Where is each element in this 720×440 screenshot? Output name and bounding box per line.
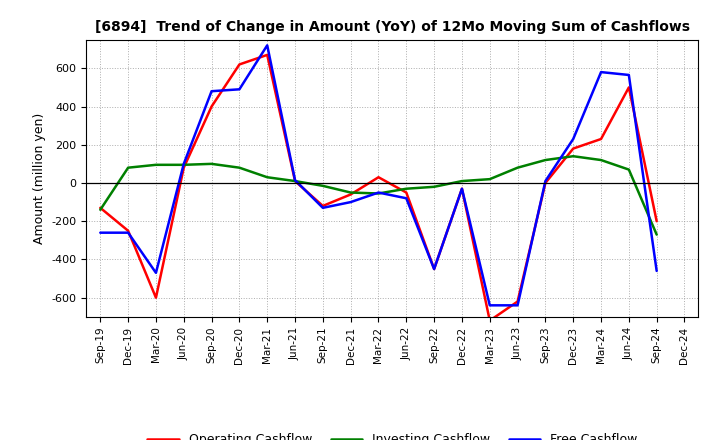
Operating Cashflow (485, 318, 494, 323)
Free Cashflow (430, 266, 438, 271)
Free Cashflow (96, 230, 104, 235)
Investing Cashflow (235, 165, 243, 170)
Free Cashflow (207, 88, 216, 94)
Operating Cashflow (96, 205, 104, 210)
Investing Cashflow (124, 165, 132, 170)
Free Cashflow (458, 186, 467, 191)
Free Cashflow (263, 43, 271, 48)
Free Cashflow (235, 87, 243, 92)
Operating Cashflow (374, 175, 383, 180)
Investing Cashflow (652, 232, 661, 237)
Free Cashflow (513, 303, 522, 308)
Y-axis label: Amount (million yen): Amount (million yen) (33, 113, 46, 244)
Operating Cashflow (318, 203, 327, 209)
Investing Cashflow (458, 179, 467, 184)
Operating Cashflow (207, 104, 216, 109)
Line: Free Cashflow: Free Cashflow (100, 45, 657, 305)
Operating Cashflow (346, 192, 355, 197)
Operating Cashflow (652, 219, 661, 224)
Investing Cashflow (263, 175, 271, 180)
Free Cashflow (597, 70, 606, 75)
Investing Cashflow (597, 158, 606, 163)
Investing Cashflow (374, 191, 383, 196)
Operating Cashflow (263, 52, 271, 58)
Operating Cashflow (152, 295, 161, 301)
Free Cashflow (124, 230, 132, 235)
Free Cashflow (152, 270, 161, 275)
Investing Cashflow (96, 207, 104, 213)
Operating Cashflow (541, 180, 550, 186)
Free Cashflow (402, 196, 410, 201)
Operating Cashflow (597, 136, 606, 142)
Investing Cashflow (430, 184, 438, 190)
Operating Cashflow (513, 299, 522, 304)
Investing Cashflow (541, 158, 550, 163)
Free Cashflow (374, 190, 383, 195)
Free Cashflow (346, 199, 355, 205)
Free Cashflow (318, 205, 327, 210)
Line: Investing Cashflow: Investing Cashflow (100, 156, 657, 235)
Investing Cashflow (485, 176, 494, 182)
Investing Cashflow (569, 154, 577, 159)
Operating Cashflow (179, 165, 188, 170)
Operating Cashflow (291, 179, 300, 184)
Free Cashflow (485, 303, 494, 308)
Operating Cashflow (235, 62, 243, 67)
Operating Cashflow (458, 186, 467, 191)
Free Cashflow (541, 179, 550, 184)
Investing Cashflow (402, 186, 410, 191)
Operating Cashflow (624, 85, 633, 90)
Free Cashflow (179, 161, 188, 166)
Investing Cashflow (152, 162, 161, 168)
Investing Cashflow (346, 190, 355, 195)
Investing Cashflow (207, 161, 216, 166)
Free Cashflow (291, 177, 300, 183)
Investing Cashflow (318, 183, 327, 188)
Operating Cashflow (402, 190, 410, 195)
Operating Cashflow (430, 266, 438, 271)
Investing Cashflow (513, 165, 522, 170)
Free Cashflow (624, 72, 633, 77)
Investing Cashflow (291, 179, 300, 184)
Investing Cashflow (179, 162, 188, 168)
Free Cashflow (569, 136, 577, 142)
Operating Cashflow (124, 228, 132, 233)
Investing Cashflow (624, 167, 633, 172)
Legend: Operating Cashflow, Investing Cashflow, Free Cashflow: Operating Cashflow, Investing Cashflow, … (143, 429, 642, 440)
Title: [6894]  Trend of Change in Amount (YoY) of 12Mo Moving Sum of Cashflows: [6894] Trend of Change in Amount (YoY) o… (95, 20, 690, 34)
Line: Operating Cashflow: Operating Cashflow (100, 55, 657, 321)
Free Cashflow (652, 268, 661, 274)
Operating Cashflow (569, 146, 577, 151)
